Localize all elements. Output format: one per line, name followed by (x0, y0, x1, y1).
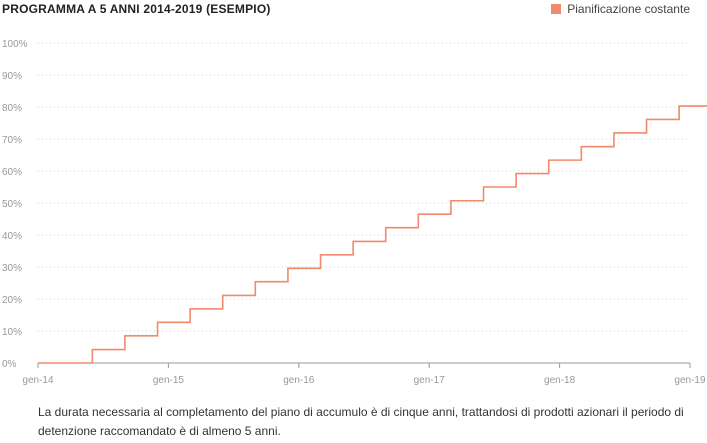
x-tick-label: gen-14 (22, 375, 54, 386)
chart-title: PROGRAMMA A 5 ANNI 2014-2019 (ESEMPIO) (2, 2, 271, 16)
y-tick-label: 0% (2, 359, 17, 370)
y-tick-label: 100% (2, 39, 28, 50)
x-tick-label: gen-19 (674, 375, 706, 386)
series-line (38, 105, 707, 364)
chart: 0% 10% 20% 30% 40% 50% 60% 70% 80% 90% 100% gen-14 g… (2, 39, 707, 386)
x-tick-label: gen-17 (414, 375, 446, 386)
footnote: La durata necessaria al completamento de… (38, 405, 684, 438)
x-tick-label: gen-18 (544, 375, 576, 386)
legend-swatch (551, 4, 562, 14)
x-tick-label: gen-16 (283, 375, 315, 386)
legend: Pianificazione costante (551, 2, 690, 16)
y-tick-label: 30% (2, 263, 22, 274)
y-tick-label: 40% (2, 231, 22, 242)
y-tick-label: 70% (2, 135, 22, 146)
y-tick-label: 10% (2, 327, 22, 338)
y-tick-label: 90% (2, 71, 22, 82)
legend-label: Pianificazione costante (567, 2, 690, 16)
x-tick-label: gen-15 (153, 375, 185, 386)
y-tick-label: 60% (2, 167, 22, 178)
y-tick-label: 20% (2, 295, 22, 306)
y-tick-label: 50% (2, 199, 22, 210)
y-tick-label: 80% (2, 103, 22, 114)
